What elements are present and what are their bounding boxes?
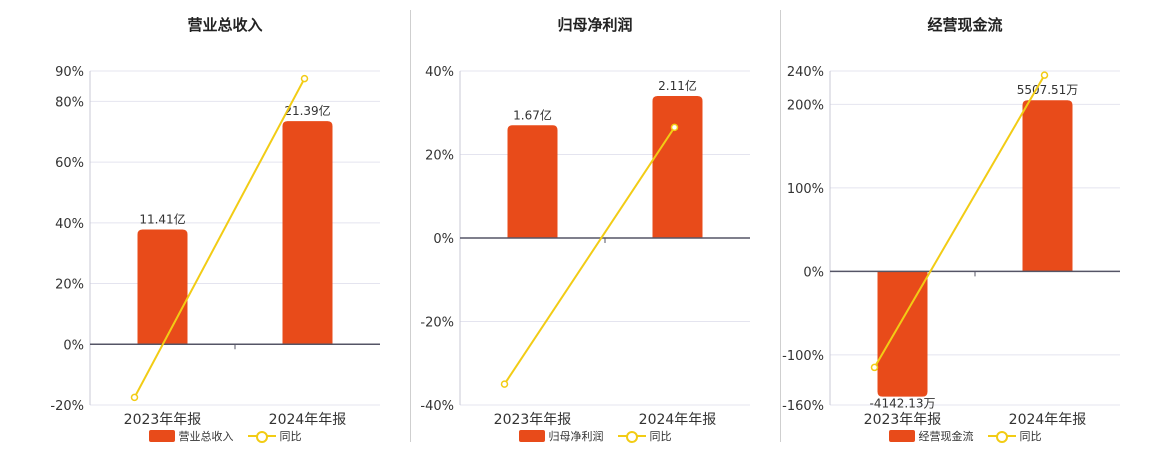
chart-title: 经营现金流 (927, 16, 1003, 34)
y-tick-label: 20% (425, 149, 454, 164)
bar-data-label: 21.39亿 (284, 103, 330, 118)
y-tick-label: -20% (50, 399, 84, 414)
yoy-point (130, 393, 139, 402)
y-tick-label: 100% (787, 182, 824, 197)
y-tick-label: 80% (55, 95, 84, 110)
x-tick-label: 2023年年报 (494, 412, 572, 428)
y-tick-label: -20% (420, 316, 454, 331)
legend-item-line[interactable]: 同比 (247, 428, 302, 444)
legend-item-bar[interactable]: 经营现金流 (888, 428, 974, 444)
yoy-line (873, 74, 1046, 368)
y-tick-label: 0% (63, 338, 84, 353)
yoy-point (870, 363, 879, 372)
y-tick-label: 60% (55, 156, 84, 171)
y-tick-label: 0% (803, 265, 824, 280)
panel-divider (780, 10, 781, 442)
legend-label-line: 同比 (649, 430, 672, 443)
bar (507, 125, 558, 238)
chart-panel-cash-flow: 经营现金流 -160% -100% 0% 100% 200% 240% -4142.13万 5… (780, 0, 1150, 450)
y-tick-label: 200% (787, 98, 824, 113)
bar-data-label: 5507.51万 (1017, 83, 1079, 97)
bar-swatch (518, 430, 545, 442)
chart-legend: 归母净利润 同比 (410, 428, 780, 444)
bar-data-label: 1.67亿 (513, 107, 552, 122)
bar-swatch (888, 430, 915, 442)
x-tick-label: 2023年年报 (124, 412, 202, 428)
line-swatch (247, 430, 276, 443)
bar (282, 121, 333, 345)
bar (137, 229, 188, 345)
net-profit-chart: -40% -20% 0% 20% 40% 1.67亿 2.11亿 2023年年报 2024年年报 (420, 65, 750, 428)
chart-panel-net-profit: 归母净利润 -40% -20% 0% 20% 40% 1.67亿 2.11亿 2023年年报 2… (410, 0, 780, 450)
chart-legend: 营业总收入 同比 (40, 428, 410, 444)
panel-divider (410, 10, 411, 442)
chart-title: 营业总收入 (187, 16, 263, 34)
bar-data-label: 11.41亿 (139, 211, 185, 226)
line-swatch (617, 430, 646, 443)
chart-title: 归母净利润 (557, 16, 633, 34)
legend-label-line: 同比 (1019, 430, 1042, 443)
bar (652, 96, 703, 238)
yoy-point (300, 74, 309, 83)
legend-label-bar: 归母净利润 (548, 430, 604, 443)
bar (1022, 100, 1073, 272)
x-tick-label: 2024年年报 (1009, 412, 1087, 428)
legend-item-line[interactable]: 同比 (617, 428, 672, 444)
legend-label-line: 同比 (279, 430, 302, 443)
y-tick-label: 40% (55, 217, 84, 232)
revenue-chart: -20% 0% 20% 40% 60% 80% 90% 11.41亿 21.39亿 2023年年报… (50, 65, 380, 428)
legend-item-line[interactable]: 同比 (987, 428, 1042, 444)
bar-data-label: -4142.13万 (870, 397, 936, 411)
y-tick-label: 40% (425, 65, 454, 80)
legend-label-bar: 营业总收入 (178, 430, 234, 443)
y-tick-label: 20% (55, 278, 84, 293)
yoy-line (503, 126, 676, 385)
y-tick-label: -160% (782, 399, 824, 414)
legend-item-bar[interactable]: 营业总收入 (148, 428, 234, 444)
x-tick-label: 2023年年报 (864, 412, 942, 428)
legend-item-bar[interactable]: 归母净利润 (518, 428, 604, 444)
line-swatch (987, 430, 1016, 443)
cash-flow-chart: -160% -100% 0% 100% 200% 240% -4142.13万 5507.51… (782, 65, 1120, 428)
y-tick-label: -40% (420, 399, 454, 414)
legend-label-bar: 经营现金流 (918, 430, 974, 443)
chart-panel-revenue: 营业总收入 -20% 0% 20% 40% 60% 80% 90% 11.41亿 21.39亿 2… (40, 0, 410, 450)
bar-swatch (148, 430, 175, 442)
yoy-point (670, 123, 679, 132)
yoy-line (133, 78, 306, 398)
y-tick-label: 90% (55, 65, 84, 80)
x-tick-label: 2024年年报 (269, 412, 347, 428)
y-tick-label: 0% (433, 232, 454, 247)
bar-data-label: 2.11亿 (658, 78, 697, 93)
yoy-point (500, 380, 509, 388)
y-tick-label: 240% (787, 65, 824, 80)
chart-legend: 经营现金流 同比 (780, 428, 1150, 444)
y-tick-label: -100% (782, 349, 824, 364)
yoy-point (1040, 71, 1049, 79)
bar (877, 271, 928, 397)
x-tick-label: 2024年年报 (639, 412, 717, 428)
